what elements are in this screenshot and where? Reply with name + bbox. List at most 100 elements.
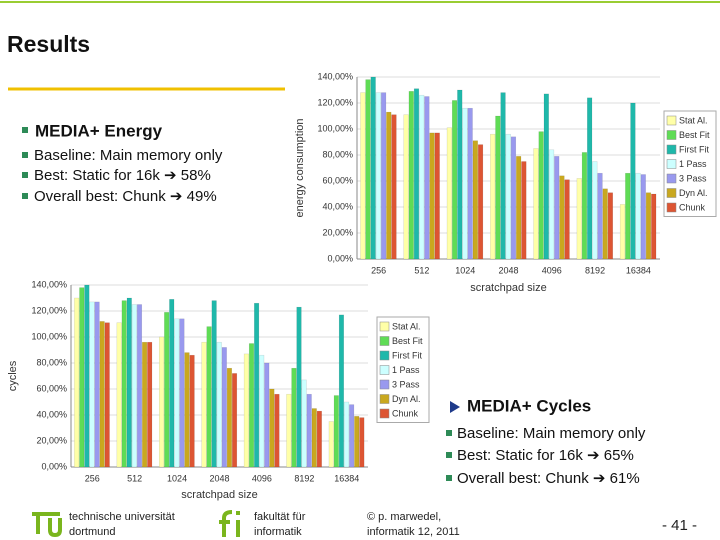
bar: [333, 395, 339, 468]
bar: [126, 297, 132, 468]
footer-text: technische universität: [69, 511, 175, 523]
bar: [291, 367, 297, 468]
legend-label: Dyn Al.: [392, 394, 421, 404]
legend-label: First Fit: [679, 144, 709, 154]
bar: [619, 204, 626, 260]
legend-label: Dyn Al.: [679, 188, 708, 198]
bar: [286, 393, 292, 468]
bar: [311, 408, 317, 468]
fi-logo: [219, 510, 240, 537]
bar: [296, 306, 302, 468]
legend-label: Chunk: [392, 408, 419, 418]
bar: [142, 341, 148, 468]
bar: [136, 304, 143, 468]
bar: [457, 89, 463, 260]
bar: [248, 343, 255, 468]
legend-label: Stat Al.: [679, 115, 708, 125]
y-tick-label: 0,00%: [41, 461, 67, 471]
legend-swatch: [379, 394, 390, 404]
y-tick-label: 0,00%: [327, 253, 353, 263]
legend-label: Chunk: [679, 202, 706, 212]
bar: [587, 97, 593, 260]
bar: [543, 93, 549, 260]
y-tick-label: 100,00%: [317, 123, 353, 133]
bar: [338, 314, 344, 468]
bar: [451, 100, 458, 260]
bar: [429, 132, 435, 260]
x-tick-label: 2048: [498, 265, 518, 275]
bullet-text: Overall best: Chunk ➔ 49%: [34, 188, 217, 205]
bar: [147, 341, 153, 468]
legend-swatch: [666, 115, 677, 126]
bar: [592, 161, 598, 260]
y-tick-label: 60,00%: [36, 383, 67, 393]
y-tick-label: 20,00%: [322, 227, 353, 237]
bar: [581, 152, 588, 260]
bar: [380, 92, 387, 260]
y-tick-label: 40,00%: [36, 409, 67, 419]
bullet: [446, 430, 452, 436]
x-axis-label: scratchpad size: [470, 282, 546, 294]
bar: [477, 144, 484, 260]
bar: [84, 284, 90, 468]
footer-text: informatik 12, 2011: [367, 526, 460, 538]
bar: [104, 322, 110, 468]
bar: [424, 96, 430, 260]
legend-label: First Fit: [392, 350, 422, 360]
bullet: [22, 172, 28, 178]
legend-label: 3 Pass: [679, 173, 707, 183]
bar: [226, 367, 232, 468]
x-axis-label: scratchpad size: [181, 489, 257, 501]
bullet-text: Baseline: Main memory only: [457, 425, 646, 442]
bar: [99, 321, 105, 468]
bar: [651, 193, 657, 260]
block-heading: MEDIA+ Energy: [35, 121, 163, 140]
y-tick-label: 120,00%: [317, 97, 353, 107]
footer-text: dortmund: [69, 526, 115, 538]
bar: [576, 178, 582, 260]
y-tick-label: 120,00%: [31, 305, 67, 315]
bar: [645, 192, 652, 260]
bullet: [446, 475, 452, 481]
tu-logo: [32, 512, 62, 538]
footer-text: informatik: [254, 526, 302, 538]
bullet: [22, 193, 28, 199]
bar: [94, 301, 100, 468]
bar: [269, 388, 275, 468]
bar: [89, 301, 95, 468]
bar: [370, 76, 376, 260]
bar: [201, 341, 207, 468]
bar: [211, 300, 217, 468]
bar: [500, 92, 506, 260]
x-tick-label: 2048: [209, 473, 229, 483]
legend-swatch: [666, 173, 677, 184]
y-tick-label: 40,00%: [322, 201, 353, 211]
bar: [607, 192, 614, 260]
bar: [179, 318, 185, 468]
bar: [231, 373, 238, 468]
x-tick-label: 4096: [542, 265, 562, 275]
bar: [472, 140, 478, 260]
legend-swatch: [379, 365, 390, 375]
bar: [121, 300, 127, 468]
bar: [169, 299, 175, 468]
legend-swatch: [379, 350, 390, 361]
bar: [221, 347, 227, 468]
bar: [164, 312, 170, 468]
bullet-text: Overall best: Chunk ➔ 61%: [457, 470, 640, 487]
y-axis-label: cycles: [7, 360, 19, 391]
bar: [413, 88, 420, 260]
bar: [184, 352, 190, 468]
bar: [349, 404, 355, 468]
bar: [206, 326, 212, 468]
bar: [419, 94, 425, 260]
legend-label: 1 Pass: [679, 159, 707, 169]
bar: [602, 188, 608, 260]
bar: [625, 172, 631, 260]
bar: [408, 91, 414, 260]
bar: [301, 379, 307, 468]
x-tick-label: 16384: [334, 473, 359, 483]
y-axis-label: energy consumption: [294, 118, 306, 217]
block-heading: MEDIA+ Cycles: [467, 396, 591, 415]
bar: [360, 92, 366, 260]
